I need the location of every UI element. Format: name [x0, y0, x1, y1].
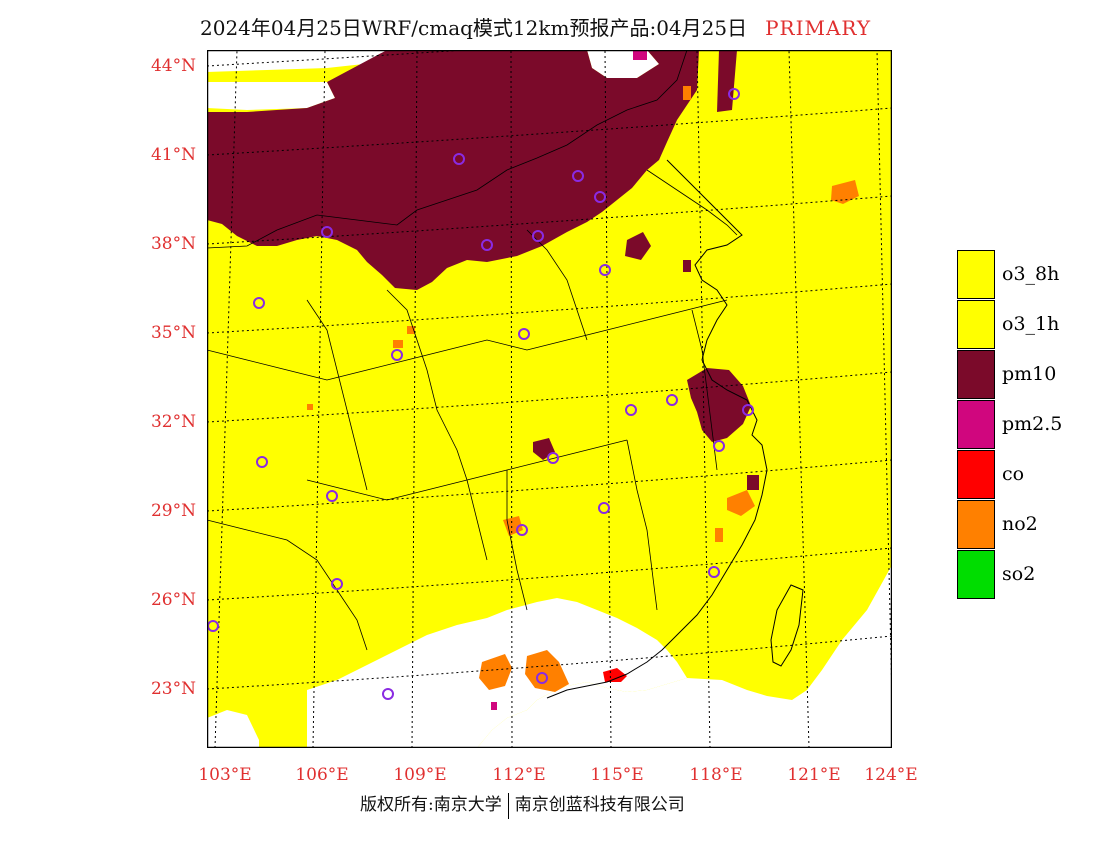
station-marker — [382, 688, 394, 700]
lon-label-124: 124°E — [864, 765, 918, 785]
station-marker — [253, 297, 265, 309]
lon-label-112: 112°E — [492, 765, 546, 785]
station-marker — [516, 524, 528, 536]
map-title: 2024年04月25日WRF/cmaq模式12km预报产品:04月25日 PRIM… — [200, 12, 871, 41]
station-marker — [536, 672, 548, 684]
no-data-north-left — [207, 82, 335, 110]
no2-patch-south-2 — [525, 650, 569, 692]
legend-label: pm10 — [1002, 363, 1057, 385]
no2-patch-e — [307, 404, 313, 410]
lat-label-23: 23°N — [150, 679, 196, 699]
taiwan-outline — [770, 584, 804, 667]
pm10-patch-5 — [683, 260, 691, 272]
legend-swatch — [957, 450, 995, 499]
pollutant-map — [207, 50, 892, 748]
station-marker — [326, 490, 338, 502]
legend-swatch — [957, 500, 995, 549]
station-marker — [331, 578, 343, 590]
copyright-footer: 版权所有:南京大学 南京创蓝科技有限公司 — [360, 790, 685, 819]
station-marker — [713, 440, 725, 452]
legend-label: o3_1h — [1002, 313, 1060, 335]
no-data-southwest — [207, 710, 259, 748]
no2-patch-c — [683, 86, 691, 100]
station-marker — [256, 456, 268, 468]
copyright-left: 版权所有:南京大学 — [360, 795, 502, 815]
map-border — [207, 50, 892, 748]
lat-label-26: 26°N — [150, 590, 196, 610]
co-patch — [603, 668, 627, 682]
coastline — [546, 159, 768, 699]
map-title-text: 2024年04月25日WRF/cmaq模式12km预报产品:04月25日 — [200, 16, 748, 40]
lat-label-29: 29°N — [150, 501, 196, 521]
station-marker — [599, 264, 611, 276]
legend-label: o3_8h — [1002, 263, 1060, 285]
station-marker — [547, 452, 559, 464]
lon-label-118: 118°E — [689, 765, 743, 785]
lat-label-44: 44°N — [150, 56, 196, 76]
lon-label-115: 115°E — [590, 765, 644, 785]
legend-label: so2 — [1002, 563, 1036, 585]
lon-label-121: 121°E — [787, 765, 841, 785]
lon-label-109: 109°E — [393, 765, 447, 785]
legend-label: pm2.5 — [1002, 413, 1063, 435]
station-marker — [742, 404, 754, 416]
copyright-right: 南京创蓝科技有限公司 — [514, 795, 685, 815]
station-marker — [391, 349, 403, 361]
boundaries — [207, 50, 738, 651]
legend-swatch — [957, 550, 995, 599]
station-marker — [518, 328, 530, 340]
lat-label-35: 35°N — [150, 323, 196, 343]
graticule — [207, 50, 892, 748]
no2-patch-d — [715, 528, 723, 542]
station-marker — [666, 394, 678, 406]
legend-swatch — [957, 300, 995, 349]
station-marker — [598, 502, 610, 514]
station-marker — [708, 566, 720, 578]
station-marker — [594, 191, 606, 203]
station-marker — [481, 239, 493, 251]
pm25-patch-1 — [633, 50, 647, 60]
legend-swatch — [957, 400, 995, 449]
no-data-ocean-east — [477, 565, 892, 748]
legend-label: co — [1002, 463, 1025, 485]
station-marker — [572, 170, 584, 182]
legend-swatch — [957, 350, 995, 399]
pm10-region-north — [207, 50, 699, 290]
legend-swatch — [957, 250, 995, 299]
footer-separator — [507, 792, 509, 819]
no2-patch-east — [831, 180, 859, 204]
pm10-patch-4 — [747, 475, 759, 490]
lat-label-41: 41°N — [150, 145, 196, 165]
legend-label: no2 — [1002, 513, 1038, 535]
station-marker — [532, 230, 544, 242]
station-marker — [625, 404, 637, 416]
no2-patch-b — [407, 326, 415, 334]
pm10-patch-1 — [625, 232, 651, 260]
lat-label-38: 38°N — [150, 234, 196, 254]
lat-label-32: 32°N — [150, 412, 196, 432]
lon-label-103: 103°E — [198, 765, 252, 785]
no2-patch-south-1 — [479, 654, 512, 690]
no2-patch-coast — [727, 490, 755, 516]
station-markers — [207, 88, 754, 700]
primary-tag: PRIMARY — [765, 16, 872, 40]
pm10-patch-3 — [717, 50, 737, 112]
lon-label-106: 106°E — [295, 765, 349, 785]
station-marker — [728, 88, 740, 100]
pm25-patch-2 — [491, 702, 497, 710]
station-marker — [321, 226, 333, 238]
station-marker — [453, 153, 465, 165]
no2-patch-a — [393, 340, 403, 348]
